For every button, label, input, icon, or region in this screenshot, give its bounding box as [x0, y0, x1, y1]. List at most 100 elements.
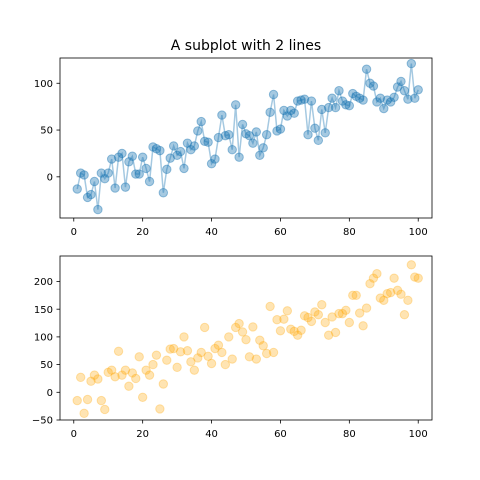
bottom-data-point	[410, 272, 420, 282]
top-data-point	[72, 184, 82, 194]
bottom-data-point	[196, 347, 206, 358]
bottom-data-point	[348, 290, 358, 301]
top-data-point	[392, 82, 403, 92]
bottom-data-point	[244, 352, 255, 362]
top-subplot-frame	[59, 57, 433, 219]
bottom-data-point	[189, 365, 200, 375]
top-data-point	[103, 168, 113, 178]
top-data-point	[282, 111, 293, 121]
top-data-point	[89, 176, 100, 187]
bottom-data-point	[399, 310, 410, 320]
bottom-data-point	[175, 347, 186, 357]
top-data-point	[120, 182, 131, 192]
top-data-point	[217, 110, 227, 120]
bottom-data-point	[303, 312, 313, 323]
top-data-point	[182, 138, 193, 148]
bottom-data-point	[213, 340, 224, 350]
top-data-point	[351, 91, 361, 102]
bottom-data-point	[206, 358, 217, 369]
top-data-point	[196, 116, 206, 127]
top-data-point	[303, 130, 313, 140]
top-data-point	[337, 96, 348, 106]
bottom-data-point	[310, 307, 320, 317]
bottom-data-point	[372, 269, 382, 279]
bottom-data-point	[296, 325, 306, 335]
top-data-point	[213, 132, 224, 143]
top-data-point	[344, 101, 355, 111]
bottom-x-tick-label: 80	[343, 429, 356, 440]
top-data-point	[144, 176, 155, 187]
top-data-point	[279, 105, 289, 116]
bottom-subplot-series	[72, 260, 423, 419]
top-data-point	[210, 154, 220, 164]
top-data-point	[399, 86, 410, 96]
bottom-data-point	[330, 327, 341, 338]
top-data-point	[261, 130, 272, 140]
top-data-point	[179, 163, 189, 174]
bottom-data-point	[396, 289, 406, 299]
bottom-data-point	[299, 311, 310, 321]
bottom-data-point	[217, 347, 227, 358]
top-x-tick-label: 0	[71, 227, 77, 238]
bottom-y-tick-label: 0	[47, 388, 53, 399]
bottom-x-tick-label: 0	[71, 429, 77, 440]
top-data-point	[330, 102, 341, 113]
top-data-point	[396, 76, 406, 87]
bottom-data-point	[172, 362, 182, 373]
top-data-point	[106, 154, 117, 164]
top-data-point	[296, 95, 306, 105]
bottom-data-point	[124, 381, 134, 391]
top-data-point	[292, 96, 303, 106]
top-data-point	[158, 188, 169, 198]
top-subplot: A subplot with 2 lines 0 20 40 60 80 100 0 50 10…	[34, 38, 433, 238]
bottom-data-point	[279, 314, 289, 324]
top-data-point	[272, 126, 282, 136]
bottom-data-point	[224, 332, 234, 342]
top-data-point	[220, 130, 231, 141]
bottom-data-point	[272, 315, 282, 325]
top-subplot-ticks: 0 20 40 60 80 100 0 50 100	[34, 79, 428, 238]
bottom-data-point	[75, 372, 86, 383]
bottom-data-point	[72, 395, 82, 406]
bottom-data-point	[351, 290, 361, 301]
top-y-tick-label: 100	[34, 79, 53, 90]
bottom-data-point	[275, 326, 286, 336]
bottom-data-point	[251, 354, 262, 364]
bottom-data-point	[248, 322, 258, 332]
bottom-data-point	[120, 365, 131, 375]
bottom-data-point	[113, 346, 124, 356]
bottom-data-point	[313, 310, 324, 320]
top-data-point	[199, 136, 210, 146]
bottom-data-point	[155, 404, 165, 414]
top-x-tick-label: 40	[205, 227, 218, 238]
top-data-point	[155, 145, 165, 156]
bottom-data-point	[79, 408, 89, 419]
top-y-tick-label: 50	[40, 126, 53, 137]
bottom-data-point	[261, 348, 272, 359]
top-data-point	[230, 100, 241, 110]
top-data-point	[96, 168, 107, 178]
top-data-point	[310, 123, 320, 133]
top-data-point	[334, 86, 344, 96]
bottom-data-point	[141, 365, 151, 375]
bottom-data-point	[392, 285, 403, 296]
top-data-point	[275, 124, 286, 134]
bottom-data-point	[317, 300, 327, 310]
bottom-data-point	[379, 295, 389, 306]
bottom-data-point	[234, 318, 244, 329]
bottom-data-point	[144, 370, 155, 380]
bottom-data-point	[110, 372, 120, 382]
top-data-point	[137, 152, 148, 162]
bottom-data-point	[368, 273, 379, 283]
bottom-data-point	[255, 335, 265, 345]
bottom-y-tick-label: 150	[34, 305, 53, 316]
top-data-point	[189, 141, 200, 151]
bottom-data-point	[413, 273, 423, 283]
top-data-point	[162, 164, 172, 175]
top-x-tick-label: 80	[343, 227, 356, 238]
bottom-data-point	[151, 350, 162, 360]
top-data-point	[406, 58, 417, 69]
bottom-data-point	[385, 287, 396, 298]
top-x-tick-label: 60	[274, 227, 287, 238]
